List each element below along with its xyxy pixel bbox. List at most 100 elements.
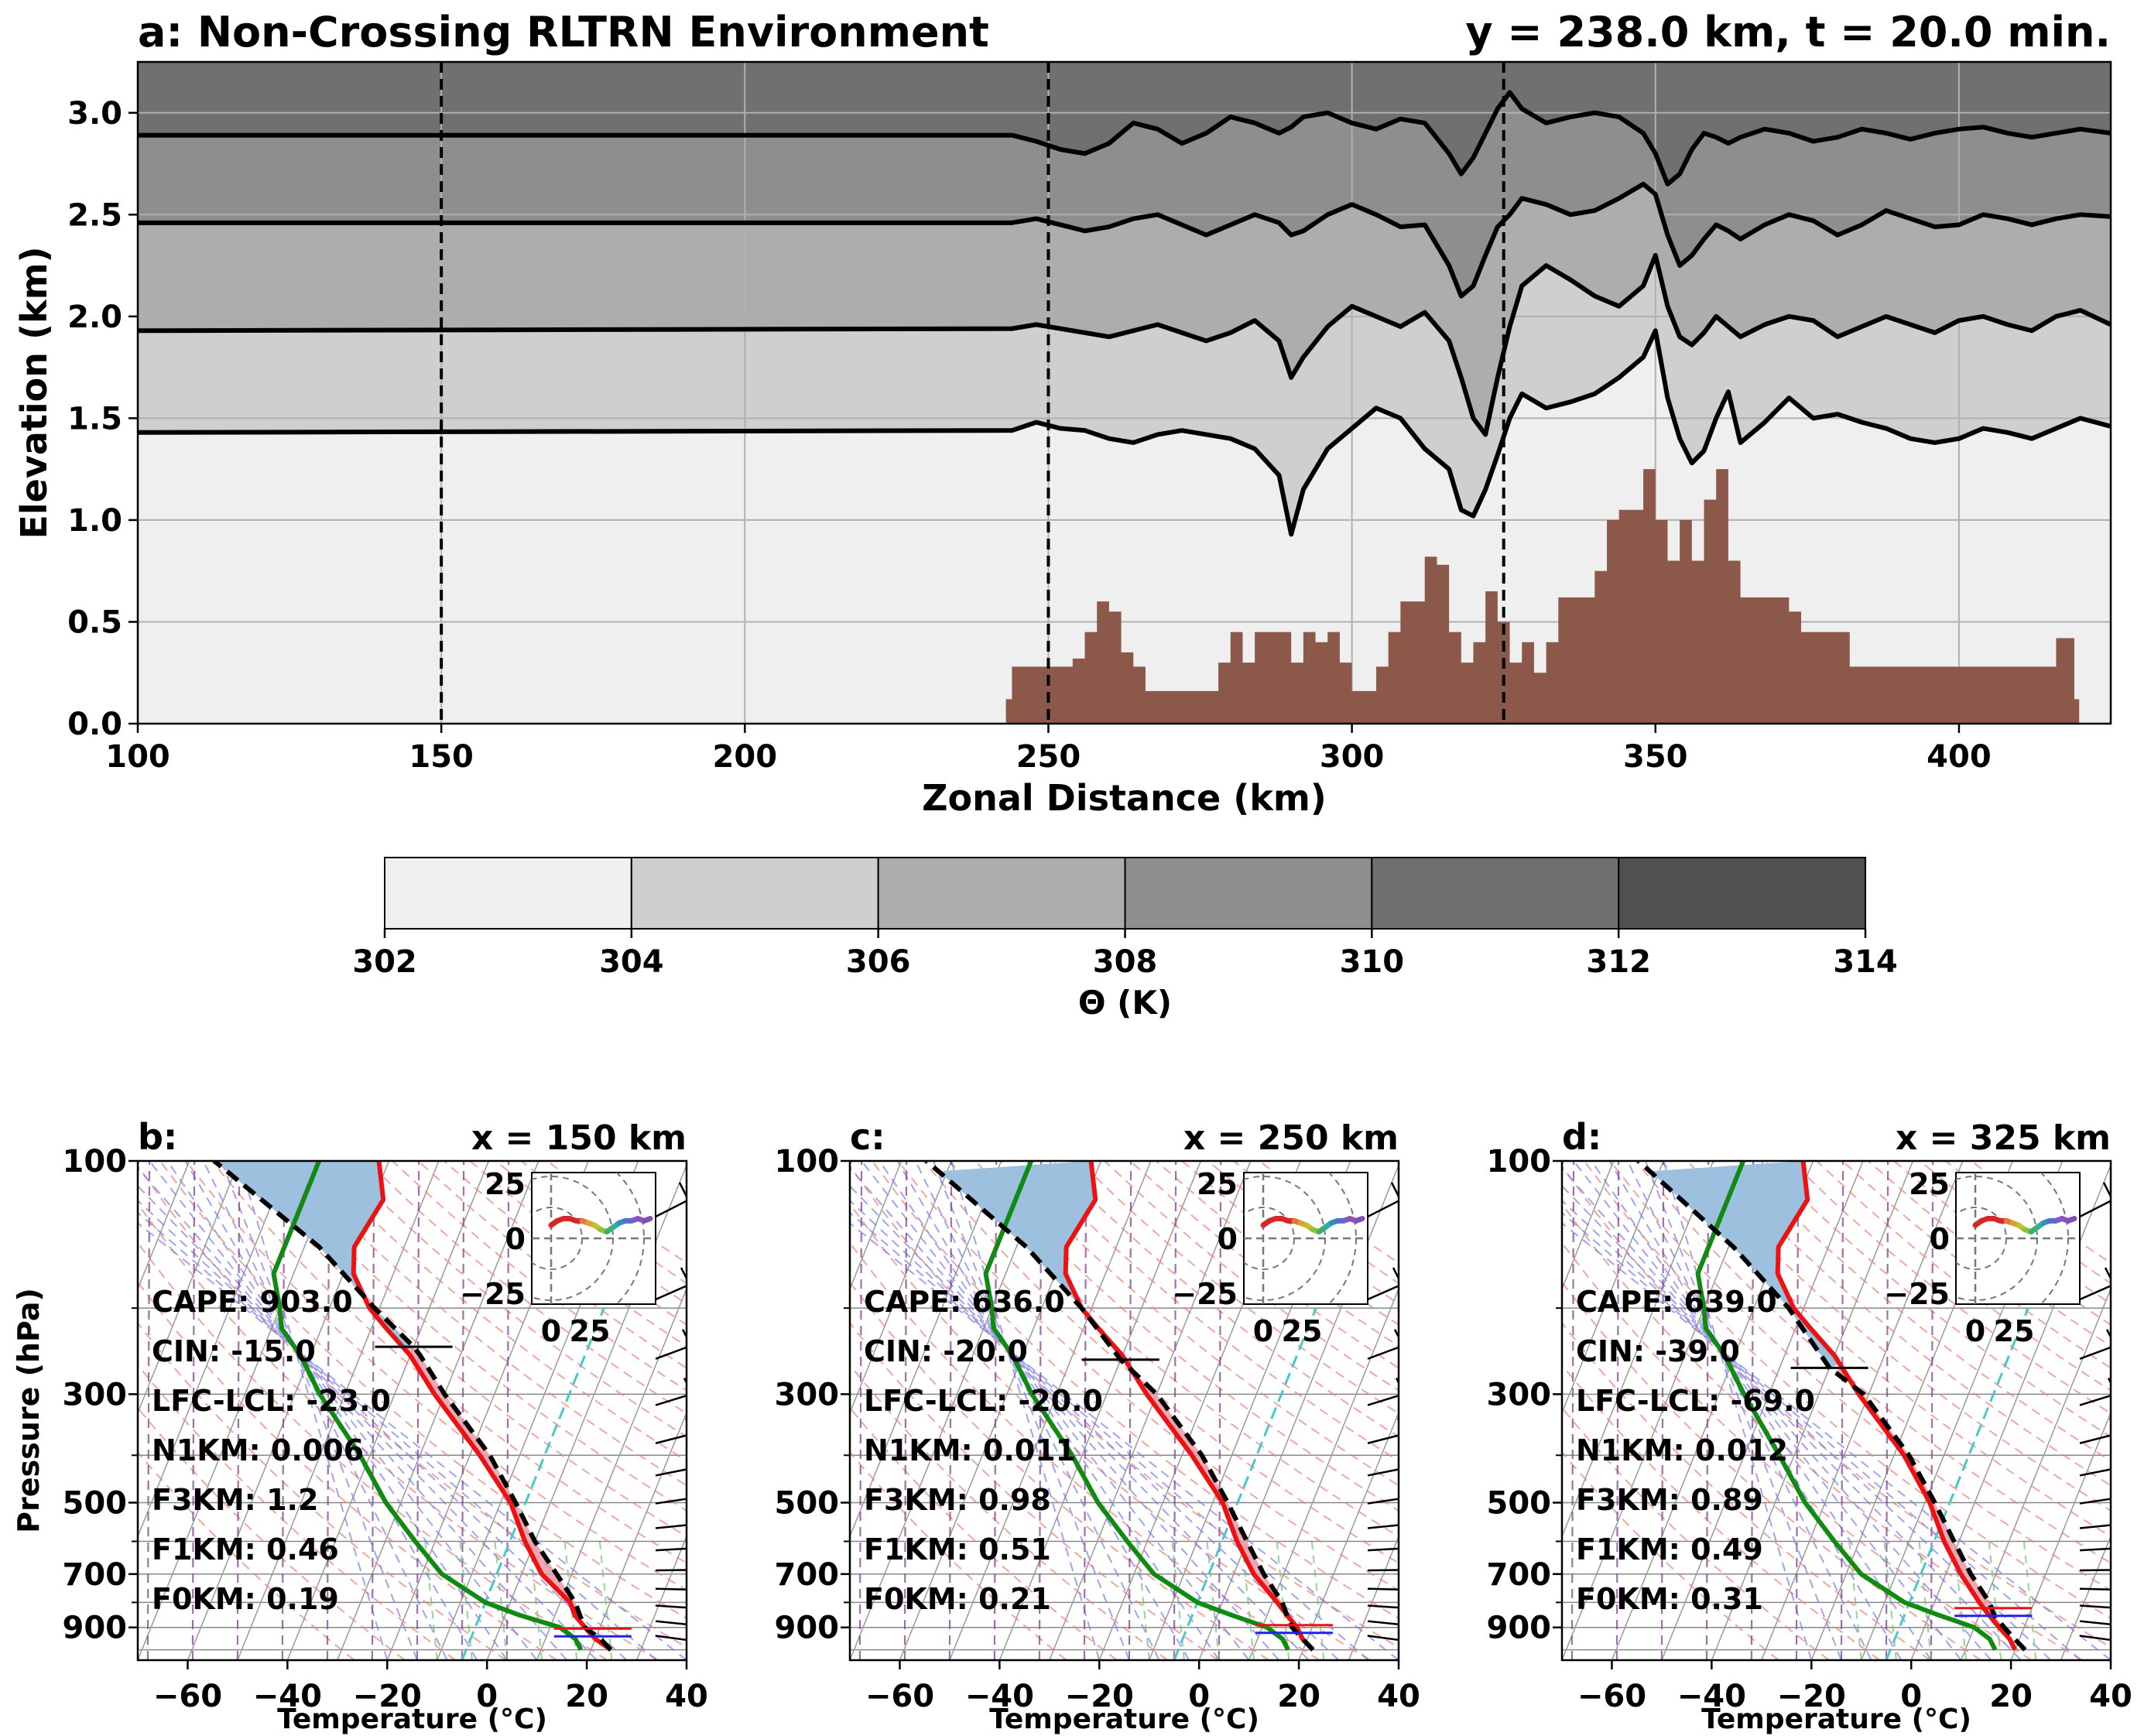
moist-adiabat <box>1562 1199 2052 1660</box>
isentrope-304 <box>138 328 2111 537</box>
mixing-ratio-line <box>2023 1541 2037 1660</box>
wind-barb-flag <box>1412 1632 1420 1647</box>
wind-barb-flag <box>1393 1329 1399 1340</box>
stat-6: F0KM: 0.19 <box>152 1582 339 1616</box>
stat-3: N1KM: 0.011 <box>864 1433 1076 1467</box>
hodograph-inset: −25 0 25 0 25 <box>1172 1167 1368 1348</box>
wind-barb-flag <box>698 1615 706 1631</box>
wind-barb <box>2079 1200 2111 1218</box>
moist-adiabat <box>220 1161 418 1660</box>
dry-adiabat <box>1562 1241 2033 1660</box>
isotherm <box>286 1161 490 1660</box>
dry-adiabat <box>1661 1161 2111 1538</box>
wind-barb-flag <box>2107 1378 2111 1385</box>
dry-adiabat <box>237 1161 687 1538</box>
panel-subtitle: x = 250 km <box>1183 1118 1399 1158</box>
x-tick-label-150: 150 <box>409 739 474 775</box>
reference-line <box>1437 1161 1439 1660</box>
stat-4: F3KM: 0.98 <box>864 1483 1051 1517</box>
wind-barb <box>655 1346 687 1360</box>
wind-barb-flag <box>2125 1508 2133 1523</box>
colorbar-swatch-302 <box>384 857 632 930</box>
mixing-ratio-line <box>1136 1541 1150 1660</box>
wind-barb <box>2079 1468 2111 1477</box>
skewt-panel-d: CAPE: 639.0 CIN: -39.0 LFC-LCL: -69.0 N1KM:… <box>1437 1116 2139 1735</box>
colorbar-swatch-306 <box>877 857 1126 930</box>
wind-barb <box>2079 1434 2111 1444</box>
wind-barb-flag <box>1412 1481 1420 1496</box>
colorbar-tick-label-306: 306 <box>846 944 911 980</box>
wind-barb-flag <box>697 1416 704 1431</box>
wind-barb <box>1367 1524 1399 1529</box>
wind-barb-flag <box>1406 1327 1413 1342</box>
wind-barb-flag <box>690 1180 698 1195</box>
wind-barb <box>655 1468 687 1477</box>
hodograph-x-tick: 0 <box>1253 1314 1273 1348</box>
reference-line <box>725 1161 727 1660</box>
y-tick-label: 900 <box>775 1611 840 1646</box>
panel-a-title: a: Non-Crossing RLTRN Environment <box>138 8 989 56</box>
temperature-profile <box>1063 1161 1315 1652</box>
colorbar-swatch-304 <box>630 857 879 930</box>
panel-a-subtitle: y = 238.0 km, t = 20.0 min. <box>1465 8 2111 56</box>
dry-adiabat <box>138 1202 659 1660</box>
colorbar-tick-label-310: 310 <box>1340 944 1405 980</box>
wind-barb-flag <box>2122 1615 2130 1631</box>
dry-adiabat <box>850 1321 1219 1660</box>
x-tick-label: 40 <box>1377 1679 1420 1714</box>
wind-barb <box>2079 1635 2111 1642</box>
dry-adiabat <box>850 1363 1169 1660</box>
wind-barb-flag <box>2129 1554 2136 1570</box>
wind-barb-flag <box>1395 1378 1399 1385</box>
theta-band-310 <box>138 62 2111 184</box>
wind-barb <box>1367 1346 1399 1360</box>
parcel-profile <box>212 1161 613 1652</box>
wind-barb-flag <box>695 1578 703 1594</box>
x-tick-label: −60 <box>1577 1679 1646 1714</box>
dry-adiabat <box>923 1161 1399 1564</box>
wind-barb <box>2079 1587 2111 1591</box>
reference-line <box>993 1161 998 1660</box>
x-tick-label: 0 <box>476 1679 498 1714</box>
hodograph-x-tick: 0 <box>541 1314 561 1348</box>
hodograph-y-tick: −25 <box>1884 1277 1950 1311</box>
moist-adiabat <box>238 1161 389 1660</box>
moist-adiabat <box>138 1199 628 1660</box>
hodograph-y-tick: −25 <box>460 1277 526 1311</box>
reference-line <box>1173 1161 1177 1660</box>
dry-adiabat <box>1562 1321 1931 1660</box>
hodograph-y-tick: 0 <box>1218 1222 1238 1256</box>
wind-barb-flag <box>711 1628 718 1644</box>
mixing-ratio-line <box>598 1541 613 1660</box>
wind-barb-flag <box>2116 1265 2124 1280</box>
reference-line <box>146 1161 151 1660</box>
y-tick-label: 500 <box>63 1485 128 1521</box>
x-tick-label: 20 <box>1989 1679 2033 1714</box>
wind-barb-flag <box>1404 1535 1412 1550</box>
wind-barb-flag <box>1403 1511 1410 1526</box>
wind-barb <box>1367 1604 1399 1609</box>
reference-line <box>1795 1161 1800 1660</box>
panel-a-frame <box>136 60 2112 725</box>
dry-adiabat <box>159 1161 687 1620</box>
isotherm <box>1960 1287 2111 1660</box>
reference-line <box>281 1161 286 1660</box>
wind-barb-flag <box>1420 1594 1427 1609</box>
stat-1: CIN: -39.0 <box>1576 1334 1740 1368</box>
y-tick-label: 900 <box>1487 1611 1552 1646</box>
wind-barb-flag <box>2132 1594 2139 1609</box>
hodograph-y-tick: 0 <box>1930 1222 1950 1256</box>
wind-barb <box>2079 1524 2111 1529</box>
mixing-ratio-line <box>494 1541 508 1660</box>
hodograph-y-tick: −25 <box>1172 1277 1238 1311</box>
wind-barb-flag <box>2115 1511 2122 1526</box>
hodograph-trace <box>2065 1216 2077 1224</box>
skewt-frame <box>1560 1159 2112 1662</box>
y-tick-label-0.5: 0.5 <box>67 604 122 640</box>
wind-barb-flag <box>2118 1327 2125 1342</box>
skewt-plot-b <box>138 1161 718 1660</box>
wind-barb-flag <box>701 1508 709 1523</box>
y-tick-label: 100 <box>63 1144 128 1180</box>
isotherm <box>337 1161 539 1660</box>
hodograph-trace <box>1353 1216 1365 1224</box>
